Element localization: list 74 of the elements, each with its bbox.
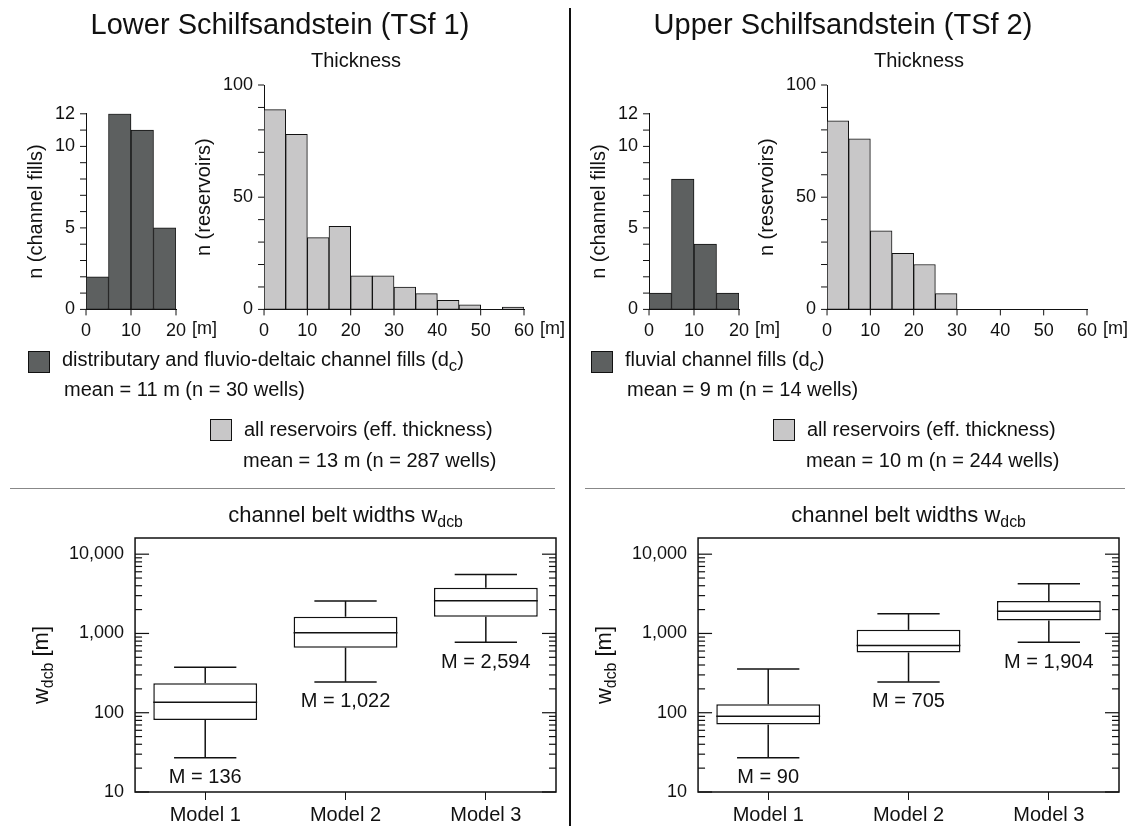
- y-tick-label: 100: [657, 701, 688, 722]
- text: Lower Schilfsandstein (TSf 1): [89, 8, 471, 41]
- x-tick-label: 10: [121, 320, 142, 341]
- y-tick-label: 10,000: [68, 543, 125, 564]
- x-tick-label: 40: [427, 320, 448, 341]
- x-tick-label: Model 1: [732, 802, 804, 825]
- legend-label: fluvial channel fills (d$_{c}$): [625, 348, 825, 376]
- y-axis-title: wdcb [m]: [591, 625, 620, 706]
- text: distributary and fluvio-deltaic channel fills (d$_{c}$): [62, 348, 464, 376]
- x-tick-label: Model 2: [872, 802, 945, 825]
- x-axis-title: [m]: [192, 318, 217, 339]
- annotation: M = 1,022: [300, 689, 391, 712]
- y-tick-label: 100: [785, 73, 817, 94]
- x-tick-label: 10: [684, 320, 705, 341]
- y-tick-label: 10: [104, 780, 125, 801]
- annotation: M = 90: [737, 765, 800, 788]
- chart-title: Thickness: [873, 48, 965, 71]
- x-tick-label: 50: [470, 320, 491, 341]
- y-tick-label: 0: [628, 298, 639, 319]
- x-tick-label: 60: [1076, 320, 1098, 341]
- x-tick-label: 40: [990, 320, 1011, 341]
- y-tick-label: 100: [94, 701, 125, 722]
- y-tick-label: 10,000: [631, 543, 688, 564]
- x-tick-label: Model 2: [309, 802, 382, 825]
- y-tick-label: 5: [628, 216, 639, 237]
- x-tick-label: 50: [1033, 320, 1054, 341]
- x-axis-title: [m]: [755, 318, 780, 339]
- y-tick-label: 12: [54, 102, 76, 123]
- text: Upper Schilfsandstein (TSf 2): [652, 8, 1034, 41]
- x-tick-label: 30: [384, 320, 405, 341]
- text: mean = 13 m (n = 287 wells): [243, 449, 497, 472]
- x-tick-label: 0: [822, 320, 833, 341]
- y-tick-label: 10: [667, 780, 688, 801]
- y-axis-title: n (reservoirs): [191, 138, 214, 257]
- y-tick-label: 0: [806, 298, 817, 319]
- y-tick-label: 0: [65, 298, 76, 319]
- x-tick-label: 20: [340, 320, 361, 341]
- x-tick-label: Model 1: [169, 802, 241, 825]
- y-tick-label: 50: [796, 186, 817, 207]
- legend-label: all reservoirs (eff. thickness): [807, 418, 1056, 441]
- y-axis-title: n (channel fills): [23, 144, 46, 279]
- legend-label: all reservoirs (eff. thickness): [244, 418, 493, 441]
- y-tick-label: 1,000: [642, 622, 688, 643]
- y-tick-label: 0: [243, 298, 254, 319]
- x-tick-label: 20: [165, 320, 187, 341]
- text: mean = 9 m (n = 14 wells): [627, 378, 859, 401]
- annotation: M = 136: [168, 765, 242, 788]
- x-tick-label: 10: [860, 320, 881, 341]
- annotation: M = 2,594: [441, 649, 531, 672]
- x-axis-title: [m]: [540, 318, 565, 339]
- x-tick-label: 20: [903, 320, 924, 341]
- y-tick-label: 50: [233, 186, 254, 207]
- x-tick-label: 20: [728, 320, 750, 341]
- text: mean = 11 m (n = 30 wells): [64, 378, 305, 401]
- chart-title: Thickness: [310, 48, 402, 71]
- y-tick-label: 100: [222, 73, 254, 94]
- annotation: M = 705: [872, 689, 945, 712]
- y-tick-label: 5: [65, 216, 76, 237]
- y-axis-title: wdcb [m]: [28, 625, 57, 706]
- x-tick-label: 60: [513, 320, 535, 341]
- y-axis-title: n (reservoirs): [754, 138, 777, 257]
- x-tick-label: 0: [259, 320, 270, 341]
- y-tick-label: 10: [54, 135, 76, 156]
- y-tick-label: 1,000: [79, 622, 125, 643]
- y-tick-label: 12: [617, 102, 639, 123]
- annotation: M = 1,904: [1004, 649, 1094, 672]
- x-tick-label: 10: [297, 320, 318, 341]
- y-tick-label: 10: [617, 135, 639, 156]
- x-axis-title: [m]: [1103, 318, 1128, 339]
- x-tick-label: 30: [947, 320, 968, 341]
- x-tick-label: Model 3: [450, 802, 522, 825]
- x-tick-label: Model 3: [1013, 802, 1085, 825]
- y-axis-title: n (channel fills): [586, 144, 609, 279]
- text: mean = 10 m (n = 244 wells): [806, 449, 1060, 472]
